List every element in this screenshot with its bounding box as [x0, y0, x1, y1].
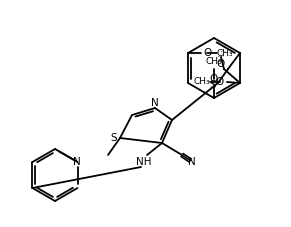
Text: methoxy: methoxy	[221, 51, 227, 52]
Text: N: N	[73, 157, 80, 167]
Text: O: O	[216, 77, 224, 87]
Text: N: N	[188, 157, 196, 167]
Text: CH₃: CH₃	[206, 57, 222, 67]
Text: CH₃: CH₃	[217, 49, 233, 57]
Text: O: O	[203, 48, 211, 58]
Text: NH: NH	[136, 157, 152, 167]
Text: S: S	[210, 80, 216, 90]
Text: methoxy: methoxy	[218, 55, 224, 57]
Text: O: O	[217, 59, 225, 69]
Text: O: O	[210, 74, 218, 84]
Text: CH₃: CH₃	[194, 77, 210, 86]
Text: N: N	[151, 98, 159, 108]
Text: S: S	[111, 133, 117, 143]
